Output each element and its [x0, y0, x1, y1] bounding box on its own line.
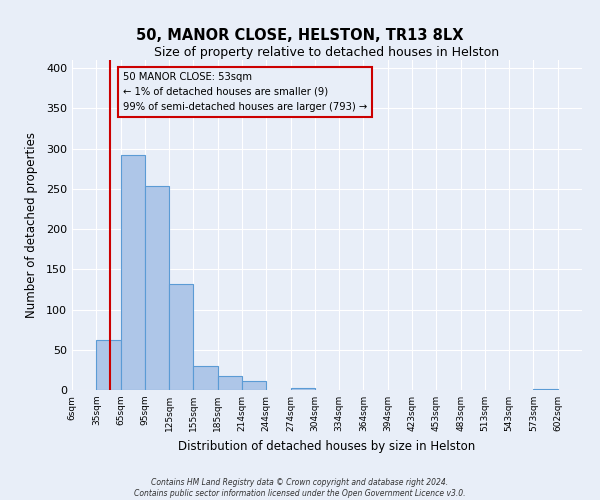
Bar: [96, 340, 121, 390]
Bar: [218, 376, 242, 390]
Bar: [121, 155, 145, 390]
Bar: [242, 381, 266, 390]
Y-axis label: Number of detached properties: Number of detached properties: [25, 132, 38, 318]
Bar: [145, 186, 169, 390]
Bar: [193, 366, 218, 390]
Text: 50 MANOR CLOSE: 53sqm
← 1% of detached houses are smaller (9)
99% of semi-detach: 50 MANOR CLOSE: 53sqm ← 1% of detached h…: [123, 72, 367, 112]
Bar: [169, 284, 193, 390]
Text: 50, MANOR CLOSE, HELSTON, TR13 8LX: 50, MANOR CLOSE, HELSTON, TR13 8LX: [136, 28, 464, 42]
X-axis label: Distribution of detached houses by size in Helston: Distribution of detached houses by size …: [178, 440, 476, 452]
Bar: [290, 388, 315, 390]
Title: Size of property relative to detached houses in Helston: Size of property relative to detached ho…: [154, 46, 500, 59]
Bar: [533, 389, 558, 390]
Text: Contains HM Land Registry data © Crown copyright and database right 2024.
Contai: Contains HM Land Registry data © Crown c…: [134, 478, 466, 498]
